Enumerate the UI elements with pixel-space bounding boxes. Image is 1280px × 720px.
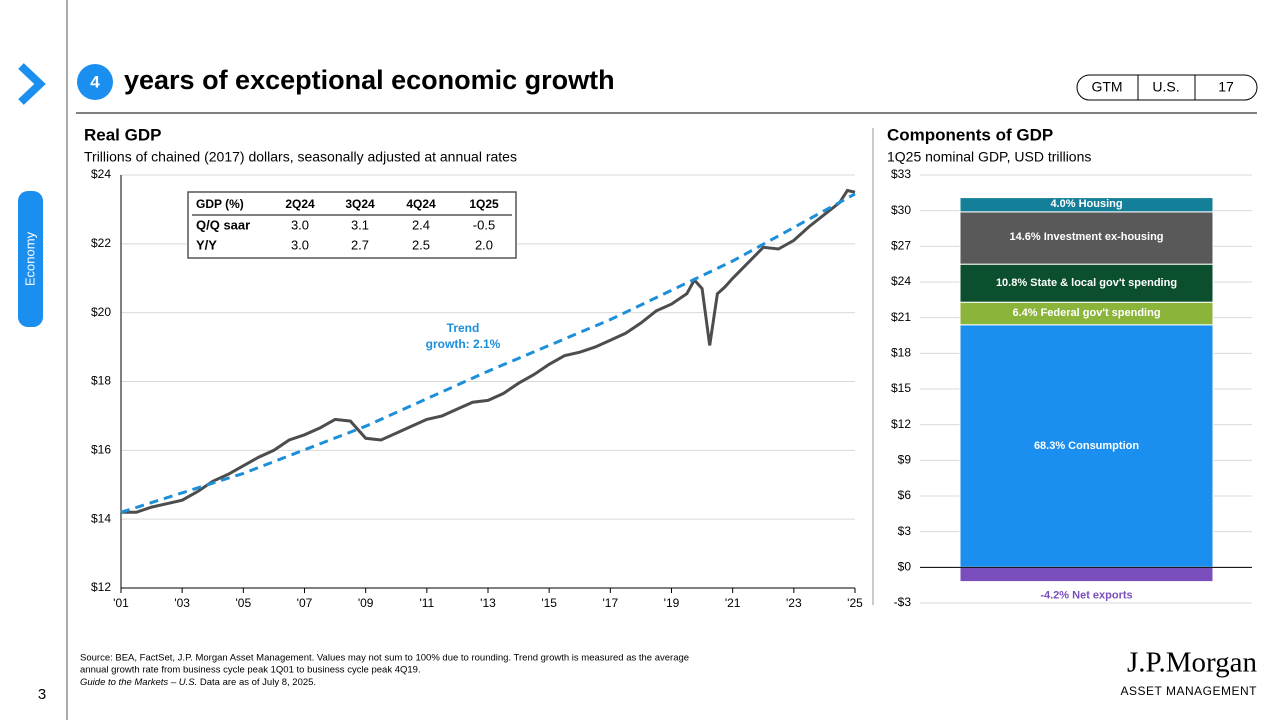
table-box <box>187 191 517 259</box>
chart-subtitle: 1Q25 nominal GDP, USD trillions <box>887 149 1091 165</box>
y-tick-label: $0 <box>898 560 912 574</box>
y-tick-label: $16 <box>91 443 111 457</box>
y-tick-label: -$3 <box>894 595 912 609</box>
segment-label-box: 68.3% Consumption <box>1033 439 1140 452</box>
table-header: GDP (%) <box>196 197 244 211</box>
annotation: Trend <box>447 321 480 335</box>
bar-segment <box>959 324 1214 568</box>
y-tick-label: $6 <box>898 488 912 502</box>
x-tick-label: '21 <box>725 596 741 610</box>
chart-title: Components of GDP <box>887 125 1053 144</box>
y-tick-label: $12 <box>891 417 911 431</box>
y-tick-label: $20 <box>91 305 111 319</box>
side-tab-label: Economy <box>22 231 37 286</box>
logo-tagline: ASSET MANAGEMENT <box>1121 684 1258 698</box>
chart-subtitle: Trillions of chained (2017) dollars, sea… <box>84 149 517 165</box>
x-tick-label: '09 <box>358 596 374 610</box>
y-tick-label: $18 <box>91 374 111 388</box>
segment-label: 14.6% Investment ex-housing <box>1009 231 1164 244</box>
table-cell: 2.0 <box>475 237 493 252</box>
footnote-rest: Data are as of July 8, 2025. <box>197 677 316 688</box>
y-tick-label: $18 <box>891 346 911 360</box>
x-tick-label: '03 <box>174 596 190 610</box>
table-cell: 2.7 <box>351 237 369 252</box>
segment-label: 68.3% Consumption <box>1033 439 1140 452</box>
slide-title: years of exceptional economic growth <box>124 65 615 95</box>
chart-title: Real GDP <box>84 125 161 144</box>
table-header: 1Q25 <box>469 197 499 211</box>
segment-label: 4.0% Housing <box>1050 198 1123 211</box>
x-tick-label: '23 <box>786 596 802 610</box>
table-cell: 2.5 <box>412 237 430 252</box>
x-tick-label: '11 <box>419 596 434 610</box>
x-tick-label: '01 <box>113 596 129 610</box>
bar-segment <box>959 566 1214 583</box>
y-tick-label: $12 <box>91 580 111 594</box>
tag: 17 <box>1218 79 1234 95</box>
bar-segment <box>959 263 1214 303</box>
y-tick-label: $15 <box>891 381 911 395</box>
side-tab <box>18 191 43 327</box>
segment-label-box: 14.6% Investment ex-housing <box>1009 231 1164 244</box>
table-header: 2Q24 <box>285 197 315 211</box>
table-cell: -0.5 <box>473 217 495 232</box>
y-tick-label: $27 <box>891 239 911 253</box>
x-tick-label: '19 <box>664 596 680 610</box>
bar-segment <box>959 211 1214 265</box>
segment-label-box: 6.4% Federal gov't spending <box>1012 306 1161 319</box>
footnote: annual growth rate from business cycle p… <box>80 665 421 676</box>
y-tick-label: $3 <box>898 524 912 538</box>
tag-box <box>1076 74 1258 101</box>
segment-label: -4.2% Net exports <box>1040 590 1132 602</box>
y-tick-label: $30 <box>891 203 911 217</box>
table-header: 3Q24 <box>345 197 375 211</box>
y-tick-label: $24 <box>91 167 111 181</box>
number-badge <box>77 64 113 100</box>
section-number: 4 <box>90 72 100 91</box>
tag: GTM <box>1091 79 1122 95</box>
tag: U.S. <box>1152 79 1179 95</box>
segment-label: 10.8% State & local gov't spending <box>995 276 1178 289</box>
x-tick-label: '15 <box>541 596 557 610</box>
chevron <box>18 63 46 105</box>
segment-label-box: 10.8% State & local gov't spending <box>995 276 1178 289</box>
line-series <box>120 192 856 514</box>
x-tick-label: '05 <box>236 596 252 610</box>
table-cell: Q/Q saar <box>196 217 250 232</box>
y-tick-label: $22 <box>91 236 111 250</box>
bar-segment <box>959 197 1214 213</box>
y-tick-label: $21 <box>891 310 911 324</box>
x-tick-label: '07 <box>297 596 313 610</box>
footnote: Source: BEA, FactSet, J.P. Morgan Asset … <box>80 653 689 664</box>
table-cell: 3.1 <box>351 217 369 232</box>
footnote: Guide to the Markets – U.S. Data are as … <box>80 677 316 688</box>
page-number: 3 <box>38 686 46 703</box>
x-tick-label: '25 <box>847 596 863 610</box>
x-tick-label: '13 <box>480 596 496 610</box>
x-tick-label: '17 <box>603 596 619 610</box>
line-series <box>121 188 856 514</box>
table-cell: Y/Y <box>196 237 217 252</box>
segment-label-box: 4.0% Housing <box>1050 198 1123 211</box>
y-tick-label: $14 <box>91 511 111 525</box>
segment-label: 6.4% Federal gov't spending <box>1012 306 1161 319</box>
table-cell: 2.4 <box>412 217 430 232</box>
footnote-italic: Guide to the Markets – U.S. <box>80 677 197 688</box>
annotation: growth: 2.1% <box>426 337 501 351</box>
table-cell: 3.0 <box>291 237 309 252</box>
y-tick-label: $33 <box>891 167 911 181</box>
table-header: 4Q24 <box>406 197 436 211</box>
y-tick-label: $9 <box>898 453 912 467</box>
logo: J.P.Morgan <box>1127 647 1257 679</box>
table-cell: 3.0 <box>291 217 309 232</box>
y-tick-label: $24 <box>891 274 911 288</box>
